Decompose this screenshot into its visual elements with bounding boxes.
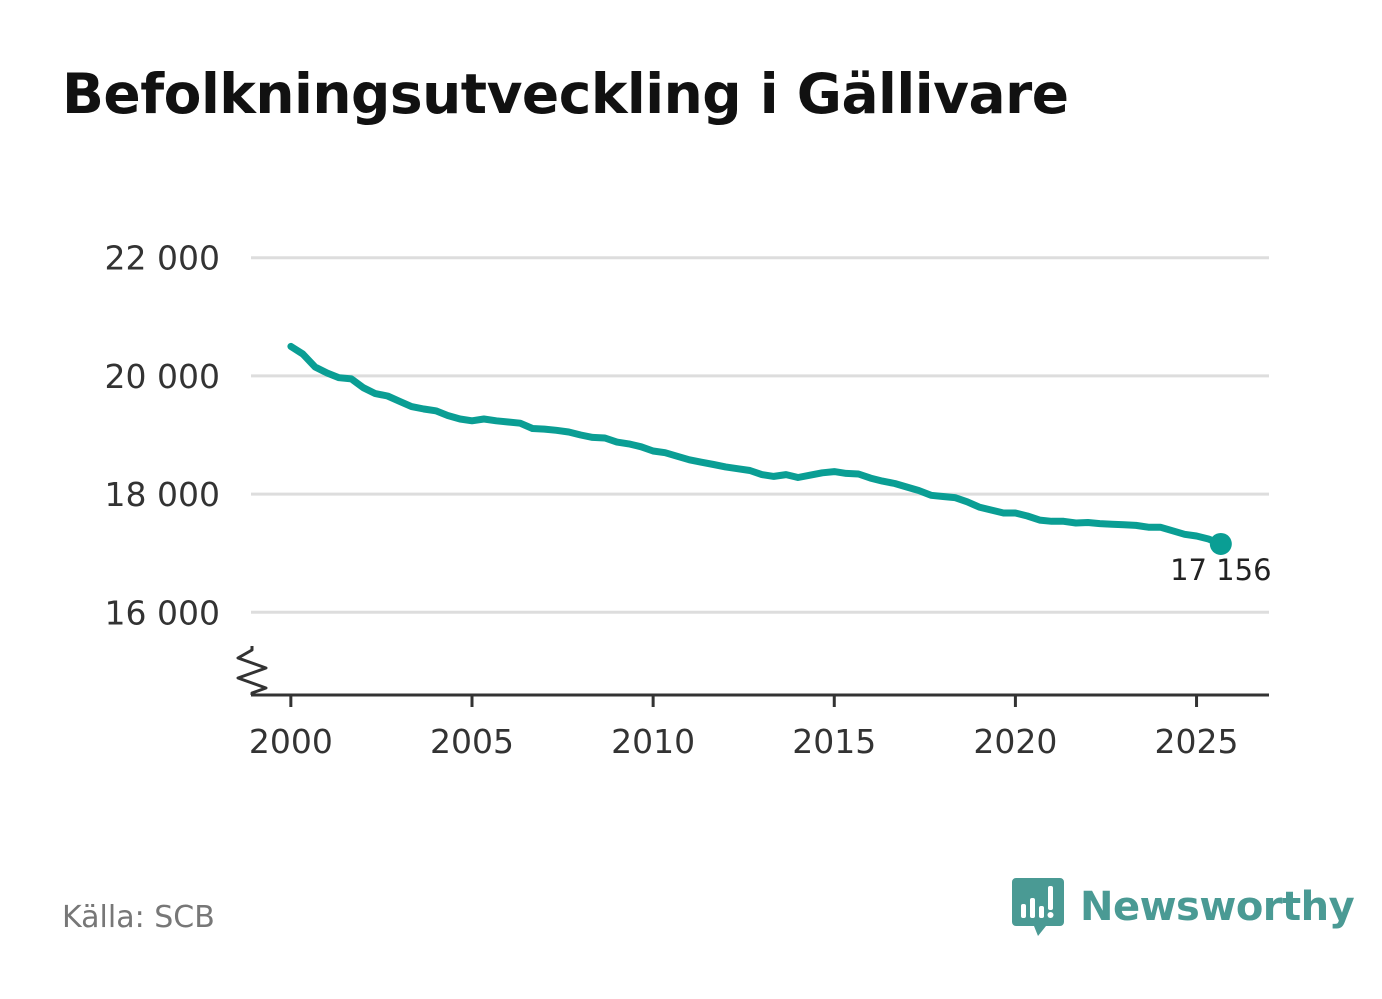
x-tick-labels: 2000 2005 2010 2015 2020 2025 xyxy=(249,695,1239,761)
y-tick-label: 18 000 xyxy=(105,475,220,514)
x-tick-label: 2005 xyxy=(430,722,514,761)
y-tick-label: 20 000 xyxy=(105,357,220,396)
grid-layer xyxy=(251,256,1269,614)
page-title: Befolkningsutveckling i Gällivare xyxy=(62,62,1069,126)
end-value-label: 17 156 xyxy=(1170,553,1271,587)
y-tick-label: 22 000 xyxy=(105,239,220,278)
end-point-marker xyxy=(1209,532,1232,555)
x-tick-label: 2015 xyxy=(792,722,876,761)
y-axis-break-icon xyxy=(236,646,268,695)
bar-chart-speech-bubble-icon xyxy=(1012,878,1064,936)
x-tick-label: 2025 xyxy=(1155,722,1239,761)
series-line xyxy=(287,342,1225,548)
x-tick-label: 2000 xyxy=(249,722,333,761)
y-tick-label: 16 000 xyxy=(105,593,220,632)
x-tick-label: 2010 xyxy=(611,722,695,761)
axis-layer xyxy=(236,646,1269,697)
x-tick-label: 2020 xyxy=(973,722,1057,761)
brand-name: Newsworthy xyxy=(1080,884,1355,930)
y-tick-labels: 16 000 18 000 20 000 22 000 xyxy=(105,239,220,633)
source-label: Källa: SCB xyxy=(62,900,215,935)
brand-logo: Newsworthy xyxy=(1012,878,1355,936)
